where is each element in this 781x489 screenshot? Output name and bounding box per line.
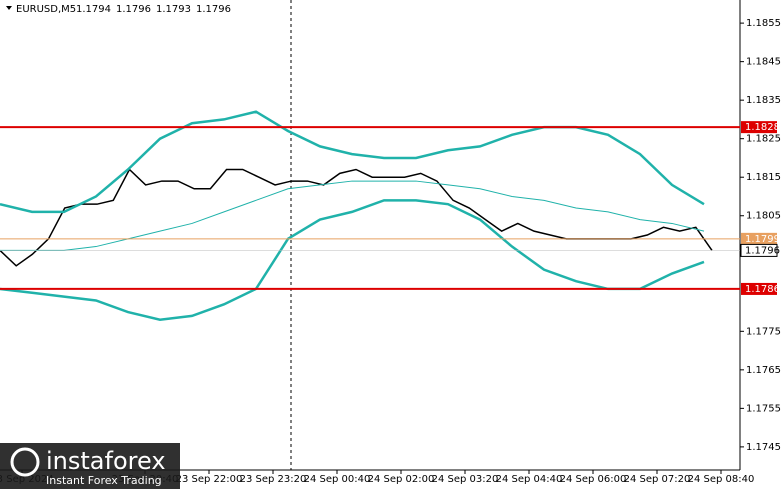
x-tick-label: 23 Sep 23:20 xyxy=(240,474,307,485)
watermark-logo xyxy=(10,447,40,477)
watermark: instaforex Instant Forex Trading xyxy=(0,443,180,489)
watermark-brand: instaforex xyxy=(46,447,166,475)
bollinger-band xyxy=(0,180,705,251)
ohlc-value: 1.1793 xyxy=(156,4,191,15)
x-tick-label: 24 Sep 06:00 xyxy=(560,474,627,485)
menu-arrow xyxy=(6,6,12,10)
level-label-box xyxy=(741,121,777,134)
current-price-label: 1.1796 xyxy=(745,245,780,256)
bollinger-band xyxy=(0,199,705,322)
x-tick-label: 24 Sep 07:20 xyxy=(624,474,691,485)
x-tick-label: 23 Sep 22:00 xyxy=(176,474,243,485)
x-tick-label: 24 Sep 04:40 xyxy=(496,474,563,485)
x-tick-label: 24 Sep 00:40 xyxy=(304,474,371,485)
level-label: 1.1799 xyxy=(745,234,780,245)
ohlc-value: 1.1794 xyxy=(76,4,111,15)
y-tick-label: 1.1855 xyxy=(746,18,781,29)
y-tick-label: 1.1805 xyxy=(746,211,781,222)
x-tick-label: 24 Sep 02:00 xyxy=(368,474,435,485)
chart-title: EURUSD,M5 xyxy=(16,4,76,15)
watermark-tagline: Instant Forex Trading xyxy=(46,474,162,487)
y-tick-label: 1.1835 xyxy=(746,95,781,106)
y-tick-label: 1.1775 xyxy=(746,326,781,337)
ohlc-value: 1.1796 xyxy=(116,4,151,15)
ohlc-value: 1.1796 xyxy=(196,4,231,15)
level-label: 1.1786 xyxy=(745,284,780,295)
y-tick-label: 1.1845 xyxy=(746,57,781,68)
x-tick-label: 24 Sep 08:40 xyxy=(688,474,755,485)
y-tick-label: 1.1825 xyxy=(746,134,781,145)
level-label: 1.1828 xyxy=(745,122,780,133)
y-tick-label: 1.1765 xyxy=(746,365,781,376)
y-tick-label: 1.1755 xyxy=(746,403,781,414)
current-price-box xyxy=(740,243,778,257)
x-tick-label: 24 Sep 03:20 xyxy=(432,474,499,485)
y-tick-label: 1.1745 xyxy=(746,442,781,453)
level-label-box xyxy=(741,282,777,295)
y-tick-label: 1.1815 xyxy=(746,172,781,183)
bollinger-band xyxy=(0,110,705,214)
level-label-box xyxy=(741,232,777,245)
